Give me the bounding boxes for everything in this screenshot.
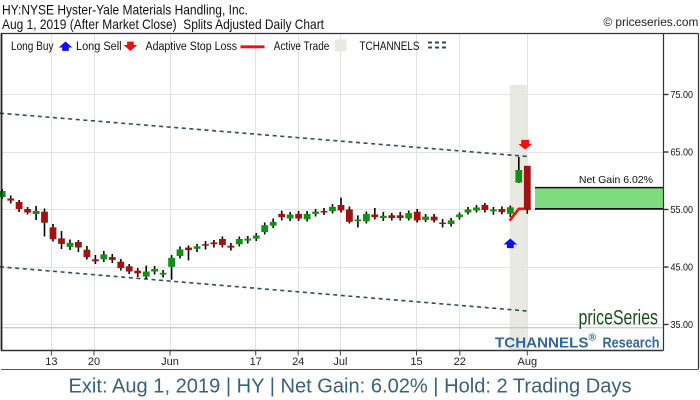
- svg-text:55.00: 55.00: [671, 205, 694, 216]
- svg-text:Aug 1, 2019 (After Market Clos: Aug 1, 2019 (After Market Close) Splits …: [2, 16, 324, 32]
- svg-text:Adaptive Stop Loss: Adaptive Stop Loss: [146, 41, 238, 53]
- svg-text:22: 22: [454, 356, 466, 368]
- svg-text:Net Gain 6.02%: Net Gain 6.02%: [579, 174, 653, 186]
- svg-text:Research: Research: [603, 335, 660, 352]
- svg-text:17: 17: [250, 356, 262, 368]
- svg-text:45.00: 45.00: [671, 263, 694, 274]
- svg-text:priceSeries: priceSeries: [579, 306, 659, 330]
- svg-text:Long Buy: Long Buy: [11, 41, 54, 53]
- svg-text:15: 15: [410, 356, 422, 368]
- svg-text:20: 20: [88, 356, 100, 368]
- svg-text:Jun: Jun: [161, 356, 179, 368]
- svg-text:65.00: 65.00: [671, 148, 694, 159]
- svg-text:Aug: Aug: [518, 356, 538, 368]
- svg-text:TCHANNELS: TCHANNELS: [495, 335, 589, 352]
- svg-text:35.00: 35.00: [671, 320, 694, 331]
- svg-text:Jul: Jul: [333, 356, 347, 368]
- svg-text:24: 24: [292, 356, 304, 368]
- svg-text:TCHANNELS: TCHANNELS: [360, 41, 420, 53]
- svg-text:13: 13: [45, 356, 57, 368]
- svg-text:© priceseries.com: © priceseries.com: [603, 15, 698, 29]
- svg-text:Long Sell: Long Sell: [76, 41, 122, 53]
- svg-text:®: ®: [589, 332, 597, 344]
- svg-text:Active Trade: Active Trade: [274, 41, 330, 53]
- svg-text:Exit: Aug 1, 2019 | HY | Net G: Exit: Aug 1, 2019 | HY | Net Gain: 6.02%…: [69, 376, 632, 398]
- svg-text:75.00: 75.00: [671, 90, 694, 101]
- svg-text:HY:NYSE Hyster-Yale Materials: HY:NYSE Hyster-Yale Materials Handling, …: [2, 1, 248, 17]
